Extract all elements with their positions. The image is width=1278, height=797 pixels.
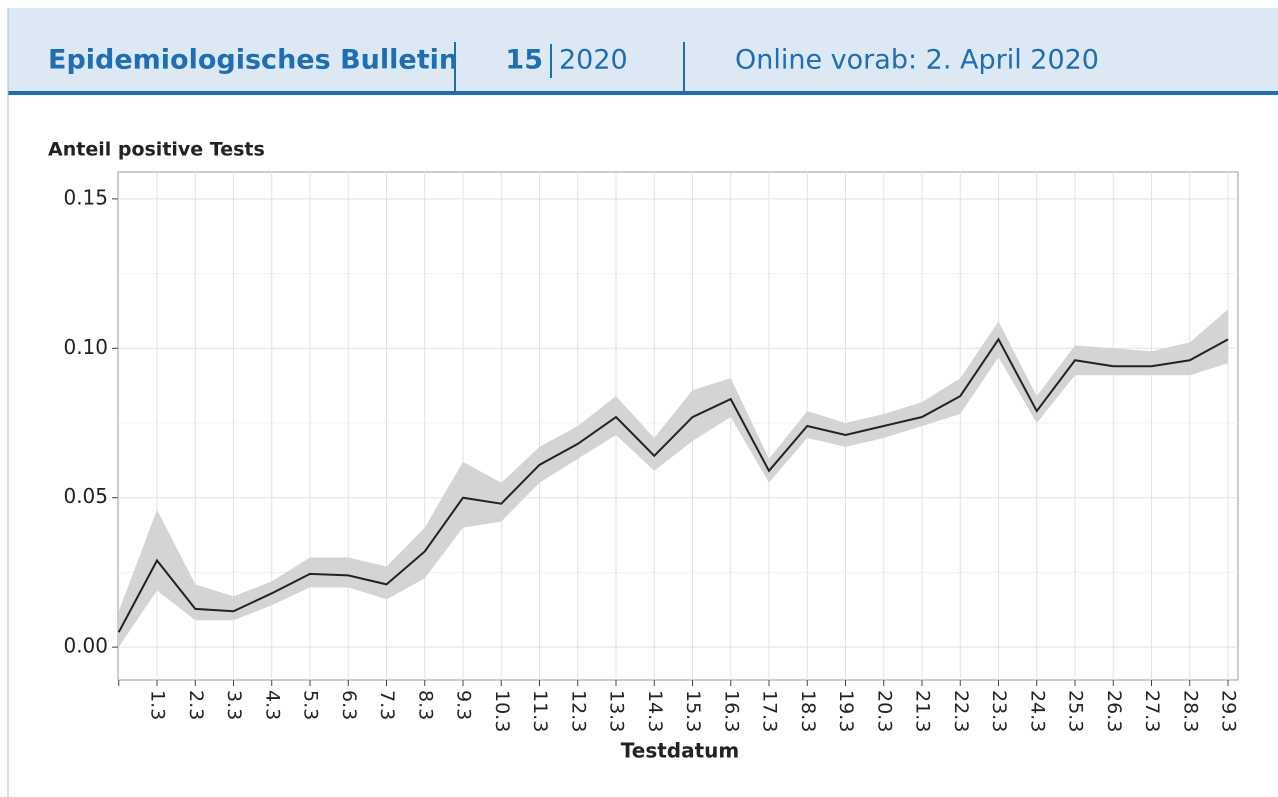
x-tick-label: 29.3 [1218, 690, 1240, 732]
x-tick-label: 8.3 [414, 690, 436, 720]
x-tick-label: 2.3 [185, 690, 207, 720]
x-tick-label: 7.3 [376, 690, 398, 720]
x-tick-label: 28.3 [1179, 690, 1201, 732]
x-tick-label: 10.3 [491, 690, 513, 732]
x-tick-label: 27.3 [1141, 690, 1163, 732]
x-tick-label: 15.3 [682, 690, 704, 732]
x-tick-label: 20.3 [873, 690, 895, 732]
x-tick-label: 4.3 [261, 690, 283, 720]
bulletin-title: Epidemiologisches Bulletin [48, 45, 458, 76]
y-tick-label: 0.00 [63, 634, 108, 658]
x-tick-label: 25.3 [1065, 690, 1087, 732]
y-tick-label: 0.05 [63, 484, 108, 508]
x-tick-label: 12.3 [567, 690, 589, 732]
x-tick-label: 18.3 [797, 690, 819, 732]
x-tick-label: 13.3 [606, 690, 628, 732]
issue-number: 15 [505, 45, 543, 76]
x-tick-label: 14.3 [644, 690, 666, 732]
issue-year: 2020 [559, 45, 628, 76]
y-tick-label: 0.10 [63, 335, 108, 359]
x-tick-label: 17.3 [759, 690, 781, 732]
x-tick-label: 3.3 [223, 690, 245, 720]
x-tick-label: 19.3 [835, 690, 857, 732]
y-axis-title: Anteil positive Tests [48, 139, 265, 161]
x-tick-label: 21.3 [912, 690, 934, 732]
x-tick-label: 1.3 [147, 690, 169, 720]
x-tick-label: 23.3 [988, 690, 1010, 732]
y-tick-label: 0.15 [63, 185, 108, 209]
x-tick-label: 16.3 [720, 690, 742, 732]
x-tick-label: 24.3 [1026, 690, 1048, 732]
header-band [8, 8, 1278, 93]
x-tick-label: 5.3 [300, 690, 322, 720]
issue-date: Online vorab: 2. April 2020 [735, 45, 1099, 76]
confidence-band [118, 309, 1228, 648]
x-tick-label: 6.3 [338, 690, 360, 720]
x-tick-label: 11.3 [529, 690, 551, 732]
x-tick-label: 26.3 [1103, 690, 1125, 732]
line [117, 337, 1229, 633]
x-tick-label: 9.3 [453, 690, 475, 720]
header-rule [8, 91, 1278, 95]
x-axis-title: Testdatum [621, 739, 739, 763]
x-tick-label: 22.3 [950, 690, 972, 732]
